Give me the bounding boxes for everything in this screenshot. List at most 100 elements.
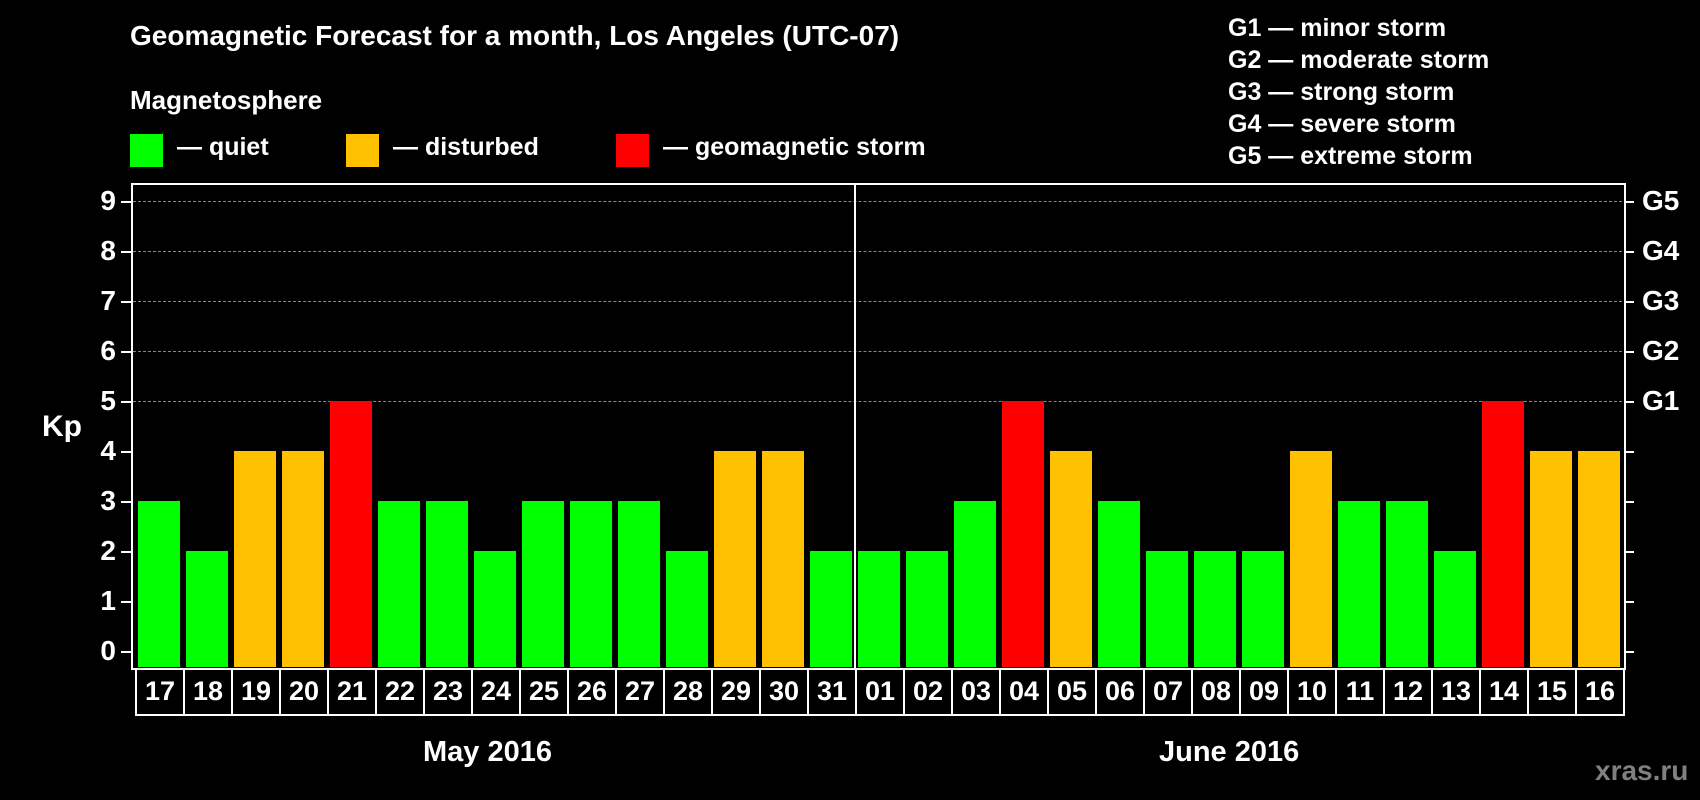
bar-quiet [906,551,948,667]
y-tick-right [1624,351,1634,353]
bar-quiet [666,551,708,667]
date-cell: 09 [1241,668,1289,714]
y-tick-right [1624,401,1634,403]
month-label-june: June 2016 [1159,736,1300,768]
y-tick-left [121,601,131,603]
y-tick-left [121,251,131,253]
bar-quiet [378,501,420,667]
g5-legend: G5 — extreme storm [1228,142,1473,170]
date-cell: 19 [233,668,281,714]
watermark: xras.ru [1595,755,1689,786]
y-tick-label: 3 [100,485,116,516]
date-cell: 23 [425,668,473,714]
date-cell: 21 [329,668,377,714]
bar-quiet [474,551,516,667]
y-tick-right [1624,201,1634,203]
date-cell: 16 [1584,676,1616,706]
bar-quiet [186,551,228,667]
date-cell: 27 [617,668,665,714]
y-tick-left [121,651,131,653]
y-tick-right [1624,301,1634,303]
bar-quiet [1098,501,1140,667]
bar-disturbed [1530,451,1572,667]
g-level-label: G3 [1642,285,1680,316]
date-cell: 31 [809,668,857,714]
date-cell: 10 [1289,668,1337,714]
date-cell: 24 [473,668,521,714]
y-tick-left [121,401,131,403]
y-tick-label: 0 [100,635,116,666]
bar-quiet [522,501,564,667]
bar-quiet [570,501,612,667]
bar-disturbed [282,451,324,667]
bar-quiet [954,501,996,667]
y-tick-left [121,301,131,303]
y-tick-label: 7 [100,285,116,316]
y-tick-label: 8 [100,235,116,266]
g-level-label: G4 [1642,235,1680,266]
date-cell: 05 [1049,668,1097,714]
y-tick-label: 2 [100,535,116,566]
date-cell: 29 [713,668,761,714]
date-cell: 30 [761,668,809,714]
legend-quiet-label: — quiet [177,133,269,161]
month-label-may: May 2016 [423,736,552,768]
y-tick-left [121,551,131,553]
bar-disturbed [234,451,276,667]
bar-quiet [138,501,180,667]
date-cell: 07 [1145,668,1193,714]
gridline [133,301,1622,302]
bar-disturbed [714,451,756,667]
month-divider [854,185,856,668]
date-cell: 28 [665,668,713,714]
date-cell: 17 [137,668,185,714]
date-cell: 02 [905,668,953,714]
date-cell: 01 [857,668,905,714]
date-cell: 20 [281,668,329,714]
g2-legend: G2 — moderate storm [1228,46,1490,74]
g-scale-legend: G1 — minor storm G2 — moderate storm G3 … [1228,12,1489,172]
date-cell: 22 [377,668,425,714]
g3-legend: G3 — strong storm [1228,78,1455,106]
y-tick-label: 1 [100,585,116,616]
y-axis-label: Kp [42,410,82,443]
bar-storm [1002,401,1044,667]
chart-title: Geomagnetic Forecast for a month, Los An… [130,20,900,51]
y-tick-label: 9 [100,185,116,216]
bar-disturbed [762,451,804,667]
bar-storm [1482,401,1524,667]
gridline [133,251,1622,252]
date-cell: 15 [1529,668,1577,714]
date-cell: 13 [1433,668,1481,714]
chart-subtitle: Magnetosphere [130,85,323,115]
gridline [133,351,1622,352]
gridline [133,201,1622,202]
date-cell: 14 [1481,668,1529,714]
y-tick-left [121,201,131,203]
bar-quiet [810,551,852,667]
bar-quiet [1194,551,1236,667]
plot-area [131,183,1626,670]
y-tick-right [1624,651,1634,653]
y-tick-left [121,501,131,503]
bar-quiet [1242,551,1284,667]
disturbed-swatch [346,134,379,167]
date-cell: 12 [1385,668,1433,714]
date-cell: 18 [185,668,233,714]
bar-quiet [618,501,660,667]
y-tick-label: 6 [100,335,116,366]
y-tick-left [121,451,131,453]
g-level-label: G5 [1642,185,1680,216]
y-tick-right [1624,551,1634,553]
y-tick-left [121,351,131,353]
storm-swatch [616,134,649,167]
date-cell: 26 [569,668,617,714]
y-tick-right [1624,251,1634,253]
bar-quiet [1146,551,1188,667]
bar-quiet [858,551,900,667]
bar-quiet [1434,551,1476,667]
g1-legend: G1 — minor storm [1228,14,1447,42]
bar-disturbed [1578,451,1620,667]
bar-disturbed [1290,451,1332,667]
y-tick-label: 4 [100,435,116,466]
